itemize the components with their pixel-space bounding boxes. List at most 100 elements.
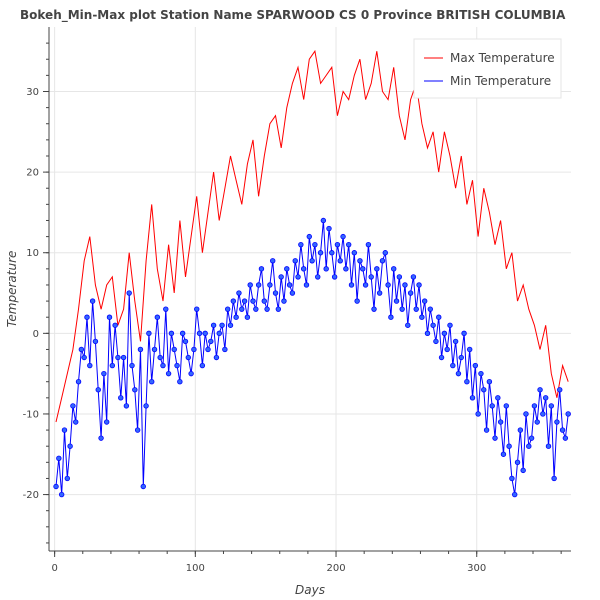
min-temperature-point (360, 266, 366, 272)
min-temperature-point (374, 266, 380, 272)
min-temperature-point (537, 387, 543, 393)
min-temperature-point (292, 258, 298, 264)
min-temperature-point (112, 322, 118, 328)
min-temperature-point (357, 258, 363, 264)
min-temperature-point (489, 403, 495, 409)
min-temperature-point (202, 330, 208, 337)
min-temperature-point (548, 403, 555, 409)
min-temperature-point (396, 274, 403, 280)
min-temperature-point (98, 435, 104, 441)
min-temperature-point (382, 250, 388, 256)
min-temperature-point (433, 338, 439, 345)
min-temperature-point (224, 306, 231, 312)
min-temperature-point (337, 258, 343, 264)
min-temperature-point (261, 298, 267, 304)
y-tick-label: -20 (23, 490, 39, 501)
min-temperature-point (61, 427, 68, 433)
min-temperature-point (53, 483, 59, 490)
min-temperature-point (239, 306, 245, 312)
min-temperature-point (542, 395, 549, 401)
min-temperature-point (500, 451, 507, 457)
min-temperature-point (388, 314, 394, 320)
min-temperature-point (109, 362, 116, 369)
min-temperature-point (405, 322, 411, 328)
min-temperature-point (120, 354, 127, 361)
min-temperature-point (528, 435, 535, 441)
min-temperature-point (492, 435, 498, 441)
min-temperature-point (323, 266, 329, 272)
min-temperature-point (227, 322, 234, 328)
min-temperature-point (143, 403, 149, 409)
min-temperature-point (447, 322, 453, 328)
min-temperature-point (506, 443, 512, 449)
min-temperature-point (64, 475, 70, 482)
min-temperature-point (118, 395, 124, 401)
min-temperature-point (354, 298, 360, 304)
min-temperature-point (241, 298, 248, 304)
min-temperature-point (134, 427, 141, 433)
min-temperature-point (222, 346, 228, 353)
y-tick-label: 10 (26, 248, 39, 259)
min-temperature-point (475, 411, 481, 417)
min-temperature-point (419, 314, 425, 320)
min-temperature-point (103, 419, 110, 425)
x-tick-label: 300 (467, 563, 486, 574)
min-temperature-point (523, 411, 529, 417)
min-temperature-point (368, 274, 374, 280)
y-axis-label: Temperature (5, 251, 19, 328)
min-temperature-point (540, 411, 546, 417)
min-temperature-point (300, 266, 307, 272)
min-temperature-point (151, 346, 158, 353)
min-temperature-point (557, 387, 563, 393)
min-temperature-point (340, 233, 346, 240)
legend-box (413, 38, 562, 99)
min-temperature-point (399, 306, 405, 312)
min-temperature-point (495, 395, 501, 401)
min-temperature-point (551, 475, 557, 482)
min-temperature-point (427, 306, 433, 312)
min-temperature-point (312, 241, 318, 248)
min-temperature-point (554, 419, 560, 425)
min-temperature-point (267, 282, 273, 288)
min-temperature-point (196, 330, 203, 337)
x-axis-label: Days (295, 583, 325, 597)
min-temperature-point (362, 282, 369, 288)
legend: Max Temperature Min Temperature (413, 38, 562, 99)
min-temperature-point (270, 258, 276, 264)
min-temperature-point (115, 354, 121, 361)
min-temperature-point (154, 314, 161, 320)
min-temperature-point (230, 298, 237, 304)
chart-title: Bokeh_Min-Max plot Station Name SPARWOOD… (20, 8, 566, 23)
axes: 0 100 200 300 -20 -10 0 10 20 30 (23, 27, 571, 574)
min-temperature-point (379, 258, 386, 264)
min-temperature-point (565, 411, 571, 417)
min-temperature-point (210, 322, 217, 328)
y-tick-label: 20 (26, 168, 39, 179)
min-temperature-point (58, 491, 65, 498)
min-temperature-point (376, 290, 383, 296)
min-temperature-point (452, 338, 459, 345)
min-temperature-point (483, 427, 490, 433)
min-temperature-point (236, 290, 242, 296)
min-temperature-point (70, 403, 76, 409)
min-temperature-point (73, 419, 79, 425)
min-temperature-point (289, 290, 296, 296)
min-temperature-point (351, 250, 358, 256)
min-temperature-point (272, 290, 279, 296)
min-temperature-point (160, 362, 166, 369)
min-temperature-point (129, 362, 135, 369)
min-temperature-point (329, 250, 335, 256)
min-temperature-point (469, 395, 476, 401)
min-temperature-point (75, 379, 82, 385)
min-temperature-point (106, 314, 113, 320)
min-temperature-point (450, 362, 456, 369)
min-temperature-point (410, 274, 417, 280)
min-temperature-point (101, 370, 107, 377)
min-temperature-point (503, 403, 509, 409)
min-temperature-point (258, 266, 265, 272)
min-temperature-point (219, 322, 225, 328)
min-temperature-point (179, 330, 186, 337)
min-temperature-point (233, 314, 239, 320)
min-temperature-point (137, 346, 144, 353)
